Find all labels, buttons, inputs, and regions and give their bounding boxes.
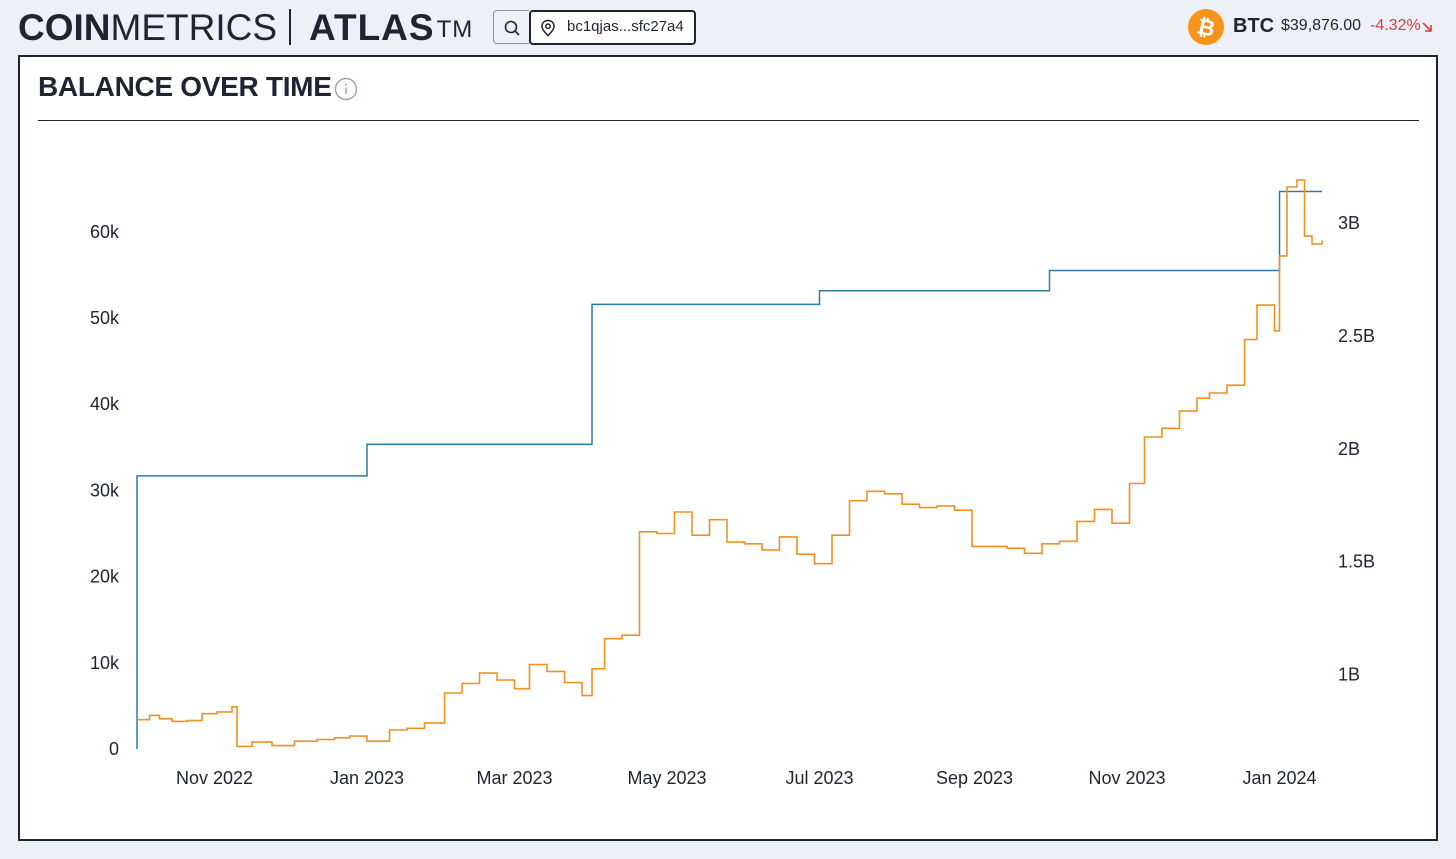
product-name: ATLAS [309, 7, 435, 48]
logo-light-text: METRICS [110, 7, 278, 48]
x-tick-label: Jan 2024 [1242, 768, 1316, 788]
price-series-line [137, 179, 1323, 748]
x-tick-label: Sep 2023 [936, 768, 1013, 788]
y-left-tick-label: 50k [90, 308, 120, 328]
y-left-tick-label: 10k [90, 653, 120, 673]
info-icon[interactable] [334, 77, 358, 101]
panel-title: BALANCE OVER TIME [38, 71, 332, 102]
y-right-tick-label: 1B [1338, 665, 1360, 685]
y-left-tick-label: 40k [90, 394, 120, 414]
balance-panel: BALANCE OVER TIME 0 10k 20k 30k 40k 50k 60k 1B 1… [18, 55, 1438, 841]
y-right-tick-label: 2.5B [1338, 326, 1375, 346]
y-left-tick-label: 20k [90, 567, 120, 587]
arrow-down-right-icon [1422, 22, 1432, 32]
balance-chart: 0 10k 20k 30k 40k 50k 60k 1B 1.5B 2B 2.5B 3B Nov 202… [90, 179, 1375, 788]
address-field[interactable]: bc1qjas...sfc27a4 [529, 10, 696, 45]
x-tick-label: May 2023 [627, 768, 706, 788]
location-pin-icon [541, 19, 555, 37]
search-icon [504, 20, 520, 36]
coinmetrics-logo[interactable]: COINMETRICS [18, 6, 277, 50]
asset-price: $39,876.00 [1281, 17, 1362, 34]
logo-divider [289, 9, 291, 45]
y-right-tick-label: 2B [1338, 439, 1360, 459]
x-tick-label: Nov 2023 [1088, 768, 1165, 788]
trademark-mark: TM [436, 16, 474, 43]
address-text: bc1qjas...sfc27a4 [567, 18, 684, 35]
x-tick-label: Jan 2023 [330, 768, 404, 788]
search-button[interactable] [493, 10, 529, 44]
y-left-tick-label: 0 [109, 739, 119, 759]
atlas-product-name: ATLASTM [309, 6, 473, 50]
y-right-tick-label: 1.5B [1338, 552, 1375, 572]
bitcoin-logo: ₿ [1188, 9, 1224, 45]
y-right-tick-label: 3B [1338, 213, 1360, 233]
x-tick-label: Nov 2022 [176, 768, 253, 788]
x-tick-label: Mar 2023 [476, 768, 552, 788]
y-left-tick-label: 30k [90, 480, 120, 500]
y-left-tick-label: 60k [90, 222, 120, 242]
top-bar: COINMETRICS ATLASTM bc1qjas...sfc27a4 ₿ … [0, 0, 1456, 52]
logo-bold-text: COIN [18, 7, 111, 48]
x-tick-label: Jul 2023 [785, 768, 853, 788]
title-divider [38, 120, 1419, 121]
asset-change: -4.32% [1370, 17, 1421, 34]
bitcoin-icon: ₿ [1194, 14, 1217, 42]
svg-text:₿: ₿ [1194, 14, 1217, 42]
asset-symbol: BTC [1233, 15, 1275, 37]
